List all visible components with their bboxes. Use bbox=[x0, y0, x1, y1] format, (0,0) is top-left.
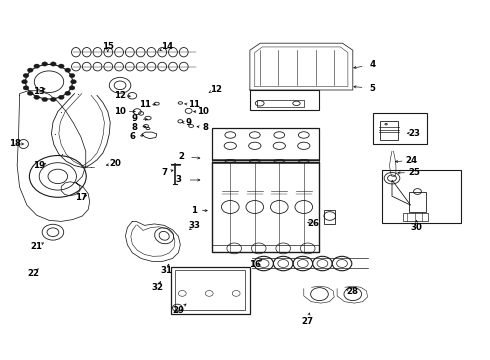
Circle shape bbox=[50, 97, 56, 102]
Text: 32: 32 bbox=[152, 284, 164, 292]
Text: 25: 25 bbox=[408, 168, 420, 177]
Text: 33: 33 bbox=[189, 220, 200, 230]
Text: 15: 15 bbox=[102, 42, 114, 51]
Text: 2: 2 bbox=[178, 152, 184, 161]
Circle shape bbox=[58, 64, 64, 68]
Circle shape bbox=[42, 62, 48, 66]
Bar bbox=[250, 90, 318, 110]
Bar bbox=[324, 210, 335, 224]
Bar bbox=[409, 192, 426, 212]
Text: 29: 29 bbox=[173, 306, 185, 315]
Text: 23: 23 bbox=[408, 129, 420, 138]
Circle shape bbox=[69, 73, 75, 78]
Circle shape bbox=[42, 97, 48, 102]
Text: 12: 12 bbox=[114, 91, 126, 100]
Text: 11: 11 bbox=[139, 100, 150, 109]
Text: 28: 28 bbox=[347, 287, 359, 296]
Circle shape bbox=[69, 86, 75, 90]
Text: 18: 18 bbox=[9, 139, 21, 148]
Circle shape bbox=[58, 95, 64, 99]
Text: 3: 3 bbox=[176, 175, 182, 184]
Text: 31: 31 bbox=[161, 266, 172, 275]
Circle shape bbox=[34, 64, 40, 68]
Text: 4: 4 bbox=[369, 60, 375, 69]
Text: 21: 21 bbox=[31, 242, 43, 251]
Text: 9: 9 bbox=[132, 114, 138, 123]
Bar bbox=[382, 170, 461, 223]
Text: 19: 19 bbox=[33, 161, 45, 170]
Text: 7: 7 bbox=[161, 168, 167, 177]
Circle shape bbox=[71, 80, 76, 84]
Circle shape bbox=[65, 91, 71, 95]
Text: 24: 24 bbox=[406, 156, 417, 165]
Circle shape bbox=[27, 68, 33, 72]
Bar bbox=[380, 121, 398, 140]
Text: 1: 1 bbox=[191, 206, 196, 215]
Bar bbox=[403, 213, 428, 221]
Text: 20: 20 bbox=[109, 159, 121, 168]
Text: 8: 8 bbox=[203, 123, 209, 132]
Circle shape bbox=[22, 80, 27, 84]
Text: 13: 13 bbox=[33, 87, 45, 96]
Text: 9: 9 bbox=[186, 118, 192, 127]
Circle shape bbox=[27, 91, 33, 95]
Text: 17: 17 bbox=[75, 194, 87, 202]
Text: 10: 10 bbox=[197, 107, 209, 116]
Circle shape bbox=[50, 62, 56, 66]
Circle shape bbox=[23, 86, 29, 90]
Text: 10: 10 bbox=[114, 107, 126, 116]
Bar bbox=[373, 113, 427, 144]
Circle shape bbox=[23, 73, 29, 78]
Bar bbox=[212, 128, 319, 160]
Circle shape bbox=[34, 95, 40, 99]
Circle shape bbox=[65, 68, 71, 72]
Bar bbox=[175, 270, 245, 310]
Text: 27: 27 bbox=[302, 317, 314, 325]
Text: 6: 6 bbox=[129, 132, 135, 141]
Bar bbox=[212, 162, 319, 252]
Text: 11: 11 bbox=[188, 100, 199, 109]
Text: 14: 14 bbox=[161, 42, 172, 51]
Text: 8: 8 bbox=[132, 123, 138, 132]
Bar bbox=[257, 100, 304, 107]
Text: 16: 16 bbox=[249, 260, 261, 269]
Bar bbox=[171, 267, 250, 314]
Text: 5: 5 bbox=[369, 84, 375, 93]
Text: 30: 30 bbox=[411, 223, 422, 232]
Text: 26: 26 bbox=[308, 219, 319, 228]
Text: 12: 12 bbox=[210, 85, 221, 94]
Bar bbox=[212, 159, 319, 163]
Text: 22: 22 bbox=[27, 269, 39, 278]
